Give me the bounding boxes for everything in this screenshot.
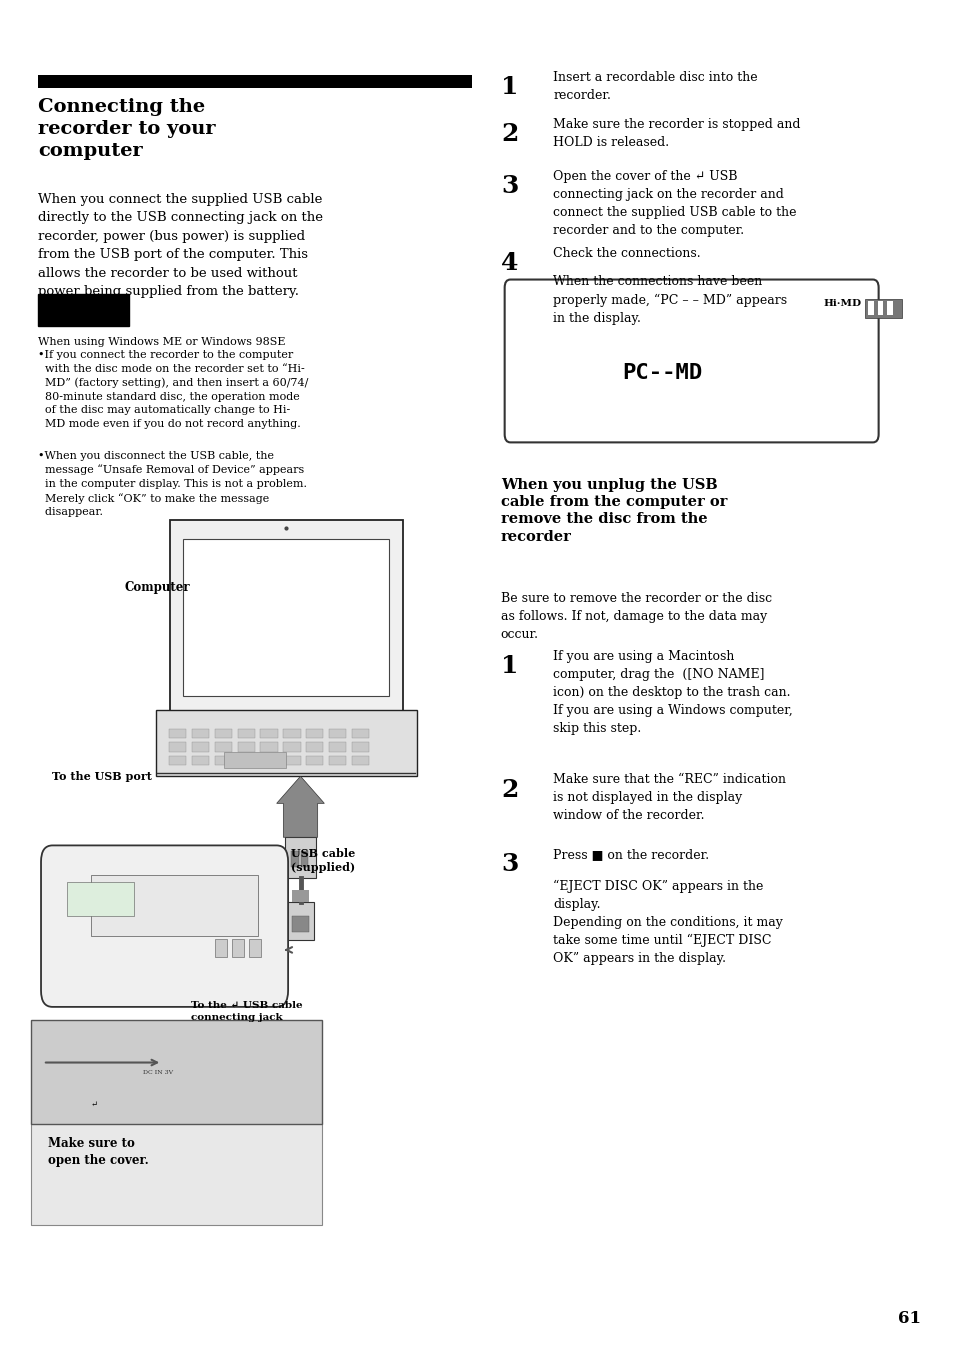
Bar	[300, 851, 308, 867]
Bar	[214, 756, 232, 765]
Text: 3: 3	[500, 852, 517, 877]
Bar	[169, 729, 186, 738]
Text: “EJECT DISC OK” appears in the
display.
Depending on the conditions, it may
take: “EJECT DISC OK” appears in the display. …	[553, 879, 782, 965]
Bar	[224, 752, 286, 768]
Bar	[306, 756, 323, 765]
Text: USB cable
(supplied): USB cable (supplied)	[291, 848, 355, 873]
Text: 1: 1	[500, 654, 517, 678]
Bar	[192, 729, 209, 738]
Bar	[306, 729, 323, 738]
Text: 2: 2	[500, 778, 517, 802]
Text: When the connections have been
properly made, “PC – – MD” appears
in the display: When the connections have been properly …	[553, 275, 786, 324]
Bar	[283, 742, 300, 752]
Text: To the ↵ USB cable
connecting jack: To the ↵ USB cable connecting jack	[191, 1001, 302, 1022]
Text: When you connect the supplied USB cable
directly to the USB connecting jack on t: When you connect the supplied USB cable …	[38, 193, 323, 299]
Text: Note: Note	[46, 304, 79, 316]
Text: ↵: ↵	[91, 1101, 97, 1109]
Bar	[877, 301, 882, 315]
Bar	[260, 729, 277, 738]
Bar	[352, 756, 369, 765]
Bar	[292, 916, 309, 932]
Bar	[67, 882, 133, 916]
Text: Hi·MD: Hi·MD	[822, 299, 861, 308]
Text: 3: 3	[500, 174, 517, 198]
Bar	[38, 75, 472, 88]
Bar	[38, 294, 129, 326]
Bar	[352, 742, 369, 752]
Text: 61: 61	[897, 1310, 920, 1327]
Text: •When you disconnect the USB cable, the
  message “Unsafe Removal of Device” app: •When you disconnect the USB cable, the …	[38, 451, 307, 517]
Bar	[306, 742, 323, 752]
Bar	[260, 756, 277, 765]
Bar	[329, 729, 346, 738]
Text: 4: 4	[500, 251, 517, 275]
Text: PC--MD: PC--MD	[622, 362, 702, 383]
Text: Press ■ on the recorder.: Press ■ on the recorder.	[553, 848, 709, 862]
Bar	[237, 756, 254, 765]
Text: If you are using a Macintosh
computer, drag the  ([NO NAME]
icon) on the desktop: If you are using a Macintosh computer, d…	[553, 650, 792, 735]
Bar	[214, 742, 232, 752]
Bar	[214, 939, 227, 957]
Bar	[192, 742, 209, 752]
Bar	[285, 837, 315, 878]
Bar	[283, 756, 300, 765]
Text: Check the connections.: Check the connections.	[553, 247, 700, 261]
Text: Computer: Computer	[124, 581, 190, 594]
Circle shape	[40, 1054, 69, 1095]
Text: •If you connect the recorder to the computer
  with the disc mode on the recorde: •If you connect the recorder to the comp…	[38, 350, 308, 429]
Text: Make sure that the “REC” indication
is not displayed in the display
window of th: Make sure that the “REC” indication is n…	[553, 773, 785, 822]
Bar	[192, 756, 209, 765]
Bar	[329, 756, 346, 765]
Text: Open the cover of the ↵ USB
connecting jack on the recorder and
connect the supp: Open the cover of the ↵ USB connecting j…	[553, 170, 796, 236]
Bar	[169, 756, 186, 765]
Text: When you unplug the USB
cable from the computer or
remove the disc from the
reco: When you unplug the USB cable from the c…	[500, 478, 726, 544]
Text: Make sure to
open the cover.: Make sure to open the cover.	[48, 1137, 149, 1167]
FancyBboxPatch shape	[30, 1122, 322, 1225]
Bar	[169, 742, 186, 752]
Text: Make sure the recorder is stopped and
HOLD is released.: Make sure the recorder is stopped and HO…	[553, 118, 800, 149]
Bar	[232, 939, 244, 957]
FancyBboxPatch shape	[864, 299, 901, 318]
Text: Connecting the
recorder to your
computer: Connecting the recorder to your computer	[38, 98, 215, 160]
Polygon shape	[276, 776, 324, 837]
Bar	[291, 851, 298, 867]
Bar	[867, 301, 873, 315]
Text: DC IN 3V: DC IN 3V	[143, 1069, 173, 1075]
Bar	[183, 539, 389, 696]
Text: 1: 1	[500, 75, 517, 99]
Text: To the USB port: To the USB port	[52, 771, 152, 782]
FancyBboxPatch shape	[41, 845, 288, 1007]
FancyBboxPatch shape	[91, 1076, 127, 1103]
Bar	[283, 729, 300, 738]
Bar	[91, 875, 257, 936]
Bar	[214, 729, 232, 738]
Circle shape	[235, 1057, 260, 1092]
Bar	[352, 729, 369, 738]
Text: Be sure to remove the recorder or the disc
as follows. If not, damage to the dat: Be sure to remove the recorder or the di…	[500, 592, 771, 641]
Bar	[886, 301, 892, 315]
Bar	[329, 742, 346, 752]
Bar	[287, 902, 314, 940]
Text: 2: 2	[500, 122, 517, 147]
Bar	[237, 729, 254, 738]
Text: Insert a recordable disc into the
recorder.: Insert a recordable disc into the record…	[553, 71, 757, 102]
FancyBboxPatch shape	[30, 1020, 322, 1124]
FancyBboxPatch shape	[504, 280, 878, 442]
Text: When using Windows ME or Windows 98SE: When using Windows ME or Windows 98SE	[38, 337, 285, 346]
Bar	[249, 939, 261, 957]
Bar	[237, 742, 254, 752]
Bar	[292, 890, 309, 902]
FancyBboxPatch shape	[155, 710, 416, 776]
Bar	[260, 742, 277, 752]
FancyBboxPatch shape	[170, 520, 402, 715]
